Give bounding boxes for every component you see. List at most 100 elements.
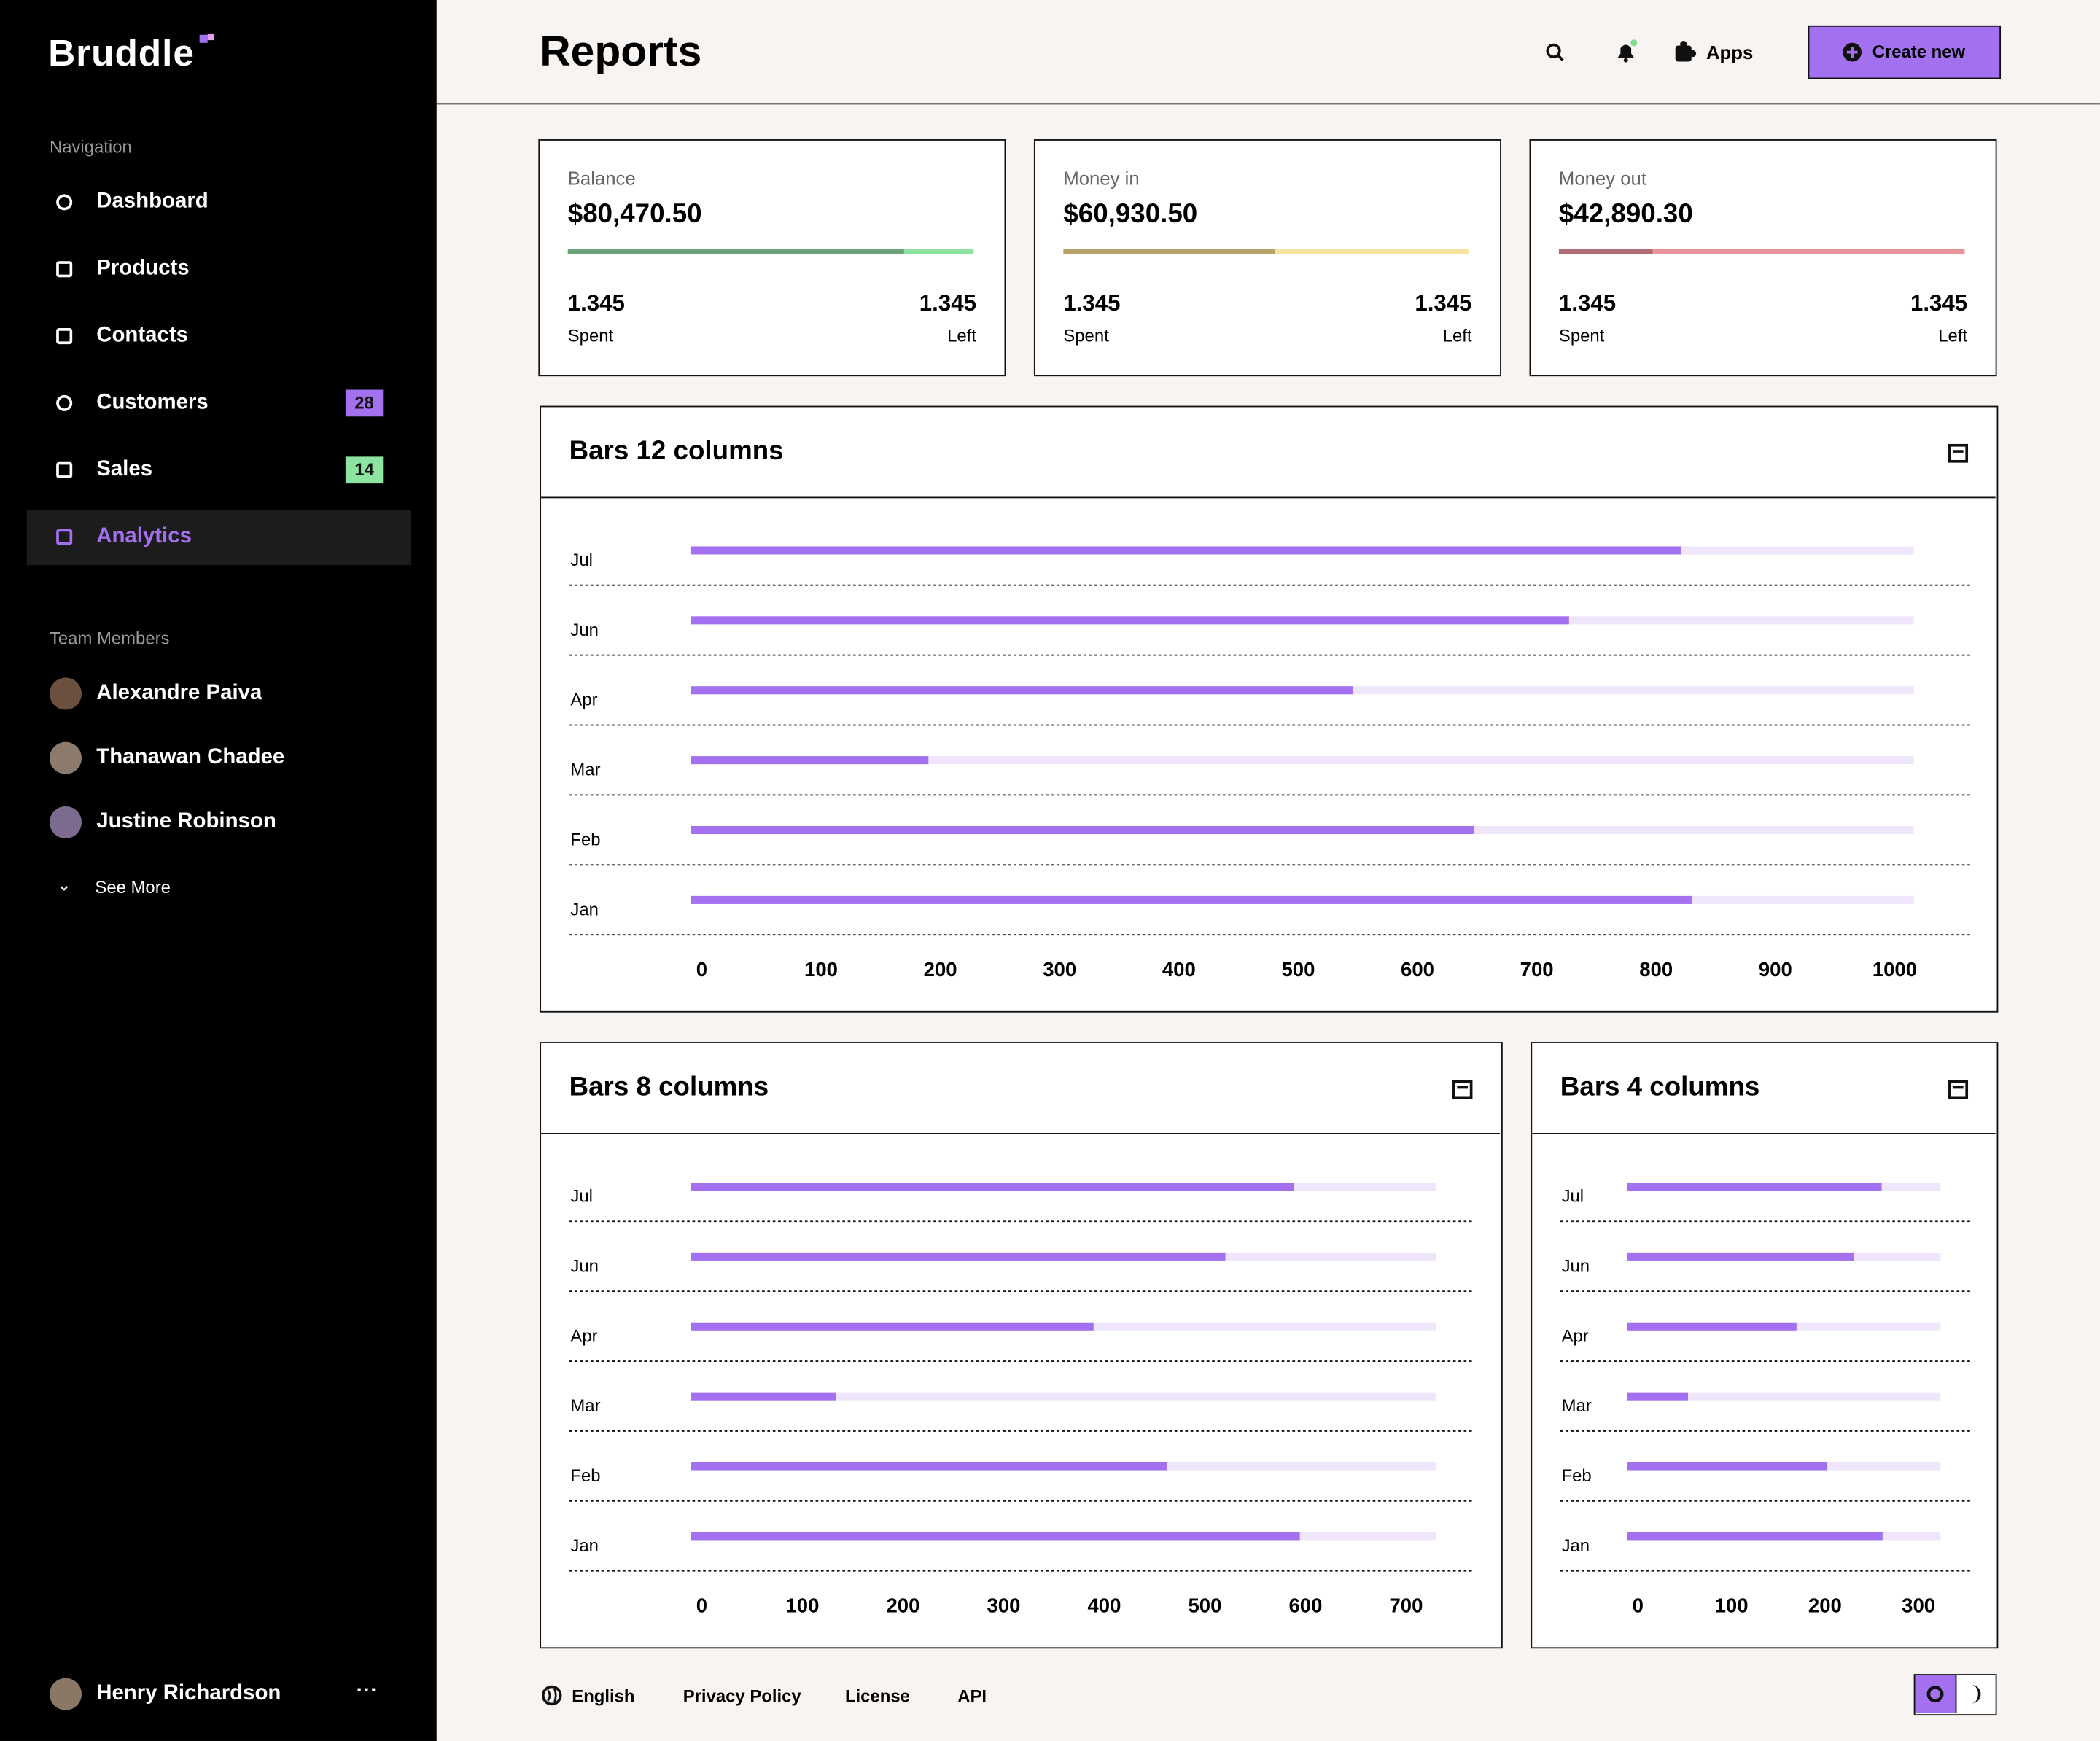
spent-label: Spent [1558, 325, 1605, 346]
apps-link[interactable]: Apps [1706, 41, 1754, 63]
chart-title: Bars 12 columns [569, 436, 784, 467]
chevron: ⌄ [56, 873, 72, 895]
logo-mark [207, 33, 214, 41]
stat-amount: $42,890.30 [1558, 199, 1693, 230]
stat-card: Money out $42,890.30 1.345 Spent 1.345 Left [1529, 139, 1997, 377]
team-member[interactable]: Alexandre Paiva [96, 681, 262, 705]
team-member[interactable]: Justine Robinson [96, 810, 276, 833]
x-tick-label: 1000 [1872, 958, 1917, 981]
light-option[interactable] [1915, 1675, 1957, 1713]
see-more[interactable]: See More [95, 877, 171, 897]
calendar-icon[interactable] [1948, 1078, 1969, 1099]
stat-card: Balance $80,470.50 1.345 Spent 1.345 Left [538, 139, 1006, 377]
x-tick-label: 400 [1087, 1594, 1121, 1617]
x-tick-label: 100 [1715, 1594, 1749, 1617]
footer-link[interactable]: Privacy Policy [682, 1686, 801, 1707]
x-tick-label: 0 [696, 1594, 707, 1617]
category-label: Apr [1562, 1326, 1589, 1346]
category-label: Jan [1562, 1536, 1590, 1556]
category-label: Mar [570, 1396, 600, 1416]
x-tick-label: 400 [1162, 958, 1196, 981]
bar [691, 825, 1474, 835]
x-tick-label: 600 [1401, 958, 1434, 981]
search-icon[interactable] [1543, 40, 1570, 67]
category-label: Feb [570, 830, 600, 850]
stat-amount: $80,470.50 [567, 199, 702, 230]
left-value: 1.345 [1910, 290, 1968, 316]
stat-label: Money in [1063, 167, 1140, 190]
nav-item[interactable]: Analytics [96, 525, 192, 548]
chart-card: Bars 4 columns Jul Jun Apr Mar Feb Jan 0 100 200 3… [1531, 1042, 1999, 1649]
create-button[interactable]: Create new [1808, 25, 2002, 79]
avatar [49, 677, 82, 710]
bar [1627, 1392, 1688, 1401]
apps-icon[interactable] [1671, 39, 1698, 66]
bell-icon[interactable] [1612, 39, 1639, 66]
progress-bar [567, 249, 905, 255]
footer-link[interactable]: API [957, 1686, 987, 1707]
spent-label: Spent [567, 325, 614, 346]
nav-item[interactable]: Contacts [96, 324, 188, 347]
progress-track [1558, 249, 1965, 255]
x-tick-label: 0 [696, 958, 707, 981]
bar [691, 756, 929, 765]
nav-icon [56, 194, 73, 211]
x-tick-label: 0 [1633, 1594, 1644, 1617]
x-tick-label: 600 [1288, 1594, 1322, 1617]
nav-active-bg [26, 510, 411, 566]
user-name[interactable]: Henry Richardson [96, 1682, 281, 1705]
chart-card: Bars 8 columns Jul Jun Apr Mar Feb Jan 0 100 200 3… [540, 1042, 1503, 1649]
left-label: Left [947, 325, 976, 346]
nav-icon [56, 529, 73, 545]
x-tick-label: 500 [1188, 1594, 1221, 1617]
plus-icon [1843, 42, 1862, 62]
calendar-icon[interactable] [1948, 442, 1969, 463]
chart-plot: Jul Jun Apr Mar Feb Jan 0 100 200 300 [1560, 1182, 1970, 1617]
globe-icon [541, 1685, 562, 1706]
x-tick-label: 100 [785, 1594, 819, 1617]
category-label: Jun [1562, 1256, 1590, 1276]
category-label: Jun [570, 620, 598, 640]
bar [1627, 1182, 1882, 1191]
left-value: 1.345 [1415, 290, 1472, 316]
chart-plot: Jul Jun Apr Mar Feb Jan 0 100 200 300 400 500 600 700… [569, 546, 1970, 981]
x-tick-label: 300 [1902, 1594, 1935, 1617]
category-label: Jul [1562, 1187, 1584, 1207]
nav-item[interactable]: Customers [96, 391, 209, 414]
bar [691, 616, 1569, 625]
category-label: Jul [570, 550, 592, 570]
x-tick-label: 700 [1520, 958, 1554, 981]
x-tick-label: 300 [987, 1594, 1020, 1617]
bar [691, 1462, 1167, 1471]
calendar-icon[interactable] [1452, 1078, 1473, 1099]
nav-item[interactable]: Products [96, 257, 190, 280]
team-member[interactable]: Thanawan Chadee [96, 746, 285, 769]
stat-label: Balance [567, 167, 636, 190]
chart-title: Bars 8 columns [569, 1072, 769, 1102]
calendar-body [1948, 443, 1969, 463]
more-button[interactable]: ··· [356, 1679, 378, 1702]
progress-bar [1063, 249, 1275, 255]
nav-icon [56, 394, 73, 411]
footer-link[interactable]: License [844, 1686, 910, 1707]
page-title: Reports [540, 26, 702, 75]
x-tick-label: 800 [1639, 958, 1673, 981]
x-tick-label: 900 [1759, 958, 1792, 981]
bar [1627, 1322, 1797, 1331]
language[interactable]: English [572, 1686, 635, 1707]
left-label: Left [1442, 325, 1472, 346]
nav-item[interactable]: Dashboard [96, 190, 209, 214]
logo-mark [199, 34, 208, 43]
nav-heading: Navigation [49, 136, 132, 157]
logo[interactable]: Bruddle [48, 32, 195, 74]
nav-item[interactable]: Sales [96, 458, 153, 481]
x-tick-label: 700 [1389, 1594, 1423, 1617]
avatar [49, 1678, 82, 1710]
category-label: Feb [1562, 1466, 1592, 1486]
bar [1627, 1252, 1854, 1261]
bar [1627, 1532, 1883, 1541]
nav-icon [56, 328, 73, 345]
stat-amount: $60,930.50 [1063, 199, 1198, 230]
theme-toggle[interactable] [1913, 1674, 1997, 1716]
